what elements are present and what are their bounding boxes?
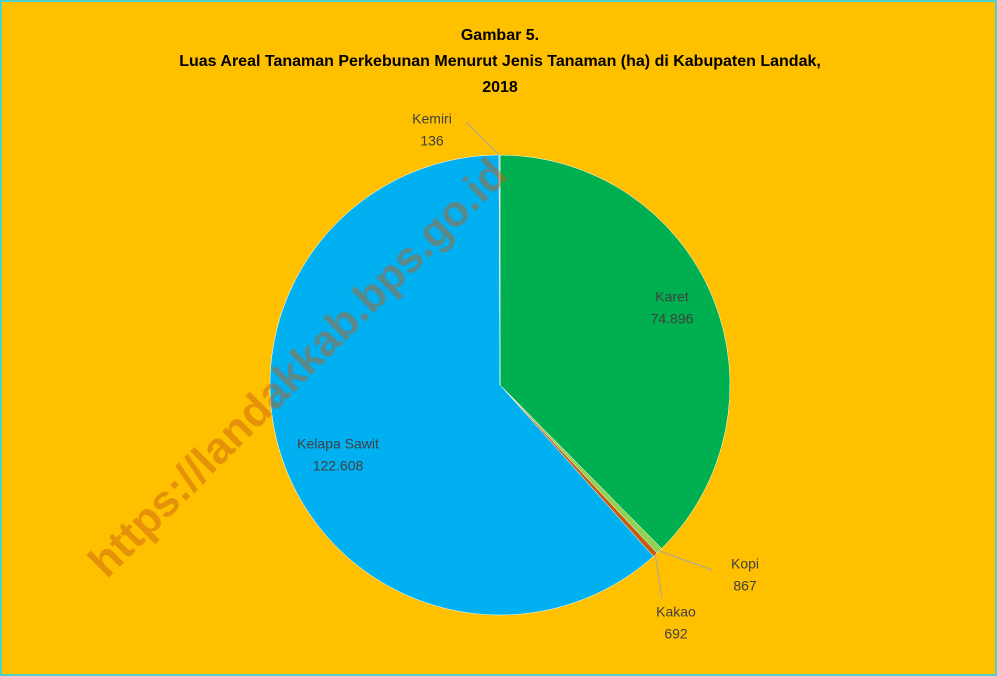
leader-line: [465, 121, 500, 156]
slice-value-label: 692: [664, 626, 688, 642]
pie-slice: [269, 154, 654, 616]
slice-value-label: 74.896: [651, 311, 694, 327]
pie-slice: [499, 154, 731, 549]
chart-title: Gambar 5.: [461, 27, 539, 44]
slice-value-label: 867: [733, 578, 757, 594]
leader-line: [659, 550, 713, 571]
slice-label: Karet: [655, 289, 689, 305]
slice-label: Kemiri: [412, 111, 452, 127]
slice-label: Kakao: [656, 604, 696, 620]
slice-value-label: 122.608: [313, 458, 364, 474]
chart-title: Luas Areal Tanaman Perkebunan Menurut Je…: [179, 53, 821, 70]
leader-line: [654, 554, 663, 599]
slice-label: Kelapa Sawit: [297, 436, 379, 452]
pie: [269, 154, 731, 616]
slice-label: Kopi: [731, 556, 759, 572]
chart-title: 2018: [482, 79, 518, 96]
slice-value-label: 136: [420, 133, 444, 149]
labels: Karet 74.896 Kopi 867 Kakao 692 Kelapa Sawit 12…: [297, 111, 759, 642]
